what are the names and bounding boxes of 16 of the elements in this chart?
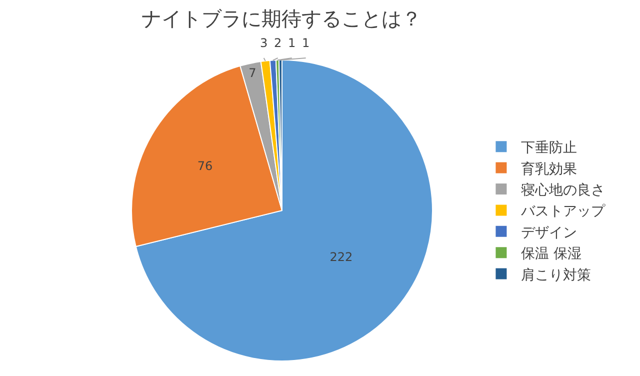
data-label: 1	[302, 36, 310, 50]
data-label: 76	[197, 159, 213, 174]
data-label: 1	[288, 36, 296, 50]
legend-label: デザイン	[521, 224, 578, 241]
data-label: 222	[330, 250, 353, 264]
data-label: 7	[248, 66, 256, 80]
chart-title: ナイトブラに期待することは？	[142, 6, 422, 30]
legend-label: 保温 保湿	[521, 246, 582, 262]
legend-label: バストアップ	[520, 204, 606, 220]
legend-label: 肩こり対策	[521, 267, 592, 284]
data-label: 2	[274, 36, 282, 50]
data-label: 3	[260, 36, 268, 50]
legend-label: 育乳効果	[521, 160, 578, 178]
legend-label: 下垂防止	[521, 140, 578, 156]
legend-label: 寝心地の良さ	[521, 182, 606, 198]
pie-slice	[135, 60, 433, 362]
